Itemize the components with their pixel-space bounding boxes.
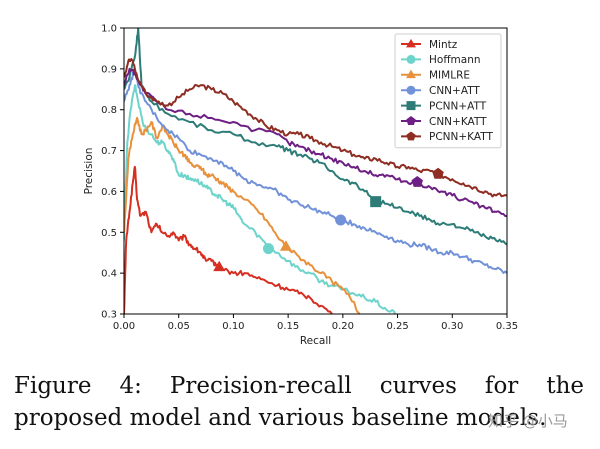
axes-frame — [123, 27, 508, 315]
x-tick-label: 0.05 — [168, 321, 190, 332]
legend-marker — [406, 69, 416, 79]
series-marker — [335, 214, 347, 226]
series-marker — [432, 167, 444, 179]
series-cnn-att — [124, 67, 507, 274]
series-pcnn-katt — [124, 58, 507, 198]
legend-entry: PCNN+KATT — [401, 131, 493, 143]
x-tick-label: 0.30 — [441, 321, 463, 332]
series-marker — [262, 243, 274, 255]
y-axis-ticks: 0.3 0.4 0.5 0.6 0.7 0.8 0.9 1.0 — [101, 24, 124, 321]
x-tick-label: 0.25 — [386, 321, 408, 332]
legend: Mintz Hoffmann MIMLRE CNN+ATT PCNN+ATT CNN+KA… — [394, 33, 502, 149]
plot-area — [124, 28, 507, 314]
y-tick-label: 0.7 — [101, 146, 117, 157]
legend-marker — [406, 101, 416, 111]
series-mintz — [124, 165, 333, 314]
watermark: 知乎 @小马 — [488, 412, 568, 430]
legend-entry: PCNN+ATT — [401, 100, 487, 112]
x-tick-label: 0.35 — [496, 321, 518, 332]
legend-label: MIMLRE — [429, 70, 470, 82]
series-line — [124, 116, 361, 314]
legend-entry: CNN+ATT — [401, 85, 480, 97]
y-axis-label: Precision — [83, 148, 95, 195]
y-tick-label: 0.4 — [101, 269, 117, 280]
series-line — [124, 67, 507, 274]
legend-label: Hoffmann — [429, 54, 481, 66]
legend-label: Mintz — [429, 39, 458, 51]
legend-entry: Mintz — [401, 39, 458, 51]
legend-entry: Hoffmann — [401, 54, 481, 66]
x-axis-label: Recall — [300, 335, 331, 347]
y-tick-label: 0.5 — [101, 228, 117, 239]
legend-entry: MIMLRE — [401, 70, 470, 82]
legend-entry: CNN+KATT — [401, 116, 487, 128]
x-axis-ticks: 0.00 0.05 0.10 0.15 0.20 0.25 0.30 0.35 — [113, 314, 518, 332]
series-line — [124, 84, 398, 314]
series-marker — [279, 240, 293, 251]
y-tick-label: 0.6 — [101, 187, 117, 198]
legend-label: PCNN+KATT — [429, 131, 493, 143]
legend-marker — [406, 54, 416, 64]
x-tick-label: 0.20 — [332, 321, 354, 332]
pr-curve-chart: 0.00 0.05 0.10 0.15 0.20 0.25 0.30 0.35 0.30.40… — [83, 24, 518, 348]
series-marker — [370, 196, 382, 208]
series-mimlre — [124, 116, 361, 314]
x-tick-label: 0.00 — [113, 321, 135, 332]
legend-marker — [406, 131, 416, 141]
series-line — [124, 28, 507, 246]
legend-label: CNN+KATT — [429, 116, 487, 128]
series-marker — [411, 176, 423, 187]
legend-label: CNN+ATT — [429, 85, 480, 97]
series-marker — [213, 260, 226, 272]
legend-marker — [406, 85, 416, 95]
y-tick-label: 0.8 — [101, 105, 117, 116]
y-tick-label: 0.3 — [101, 310, 117, 321]
figure-caption: Figure 4: Precision-recall curves for th… — [14, 373, 584, 431]
y-tick-label: 0.9 — [101, 64, 117, 75]
y-tick-label: 1.0 — [101, 24, 117, 35]
series-pcnn-att — [124, 28, 507, 246]
x-tick-label: 0.15 — [277, 321, 299, 332]
legend-marker — [406, 116, 416, 125]
legend-label: PCNN+ATT — [429, 100, 487, 112]
legend-marker — [406, 38, 416, 48]
series-line — [124, 165, 333, 314]
x-tick-label: 0.10 — [222, 321, 244, 332]
series-hoffmann — [124, 84, 398, 314]
legend-box — [394, 33, 502, 149]
